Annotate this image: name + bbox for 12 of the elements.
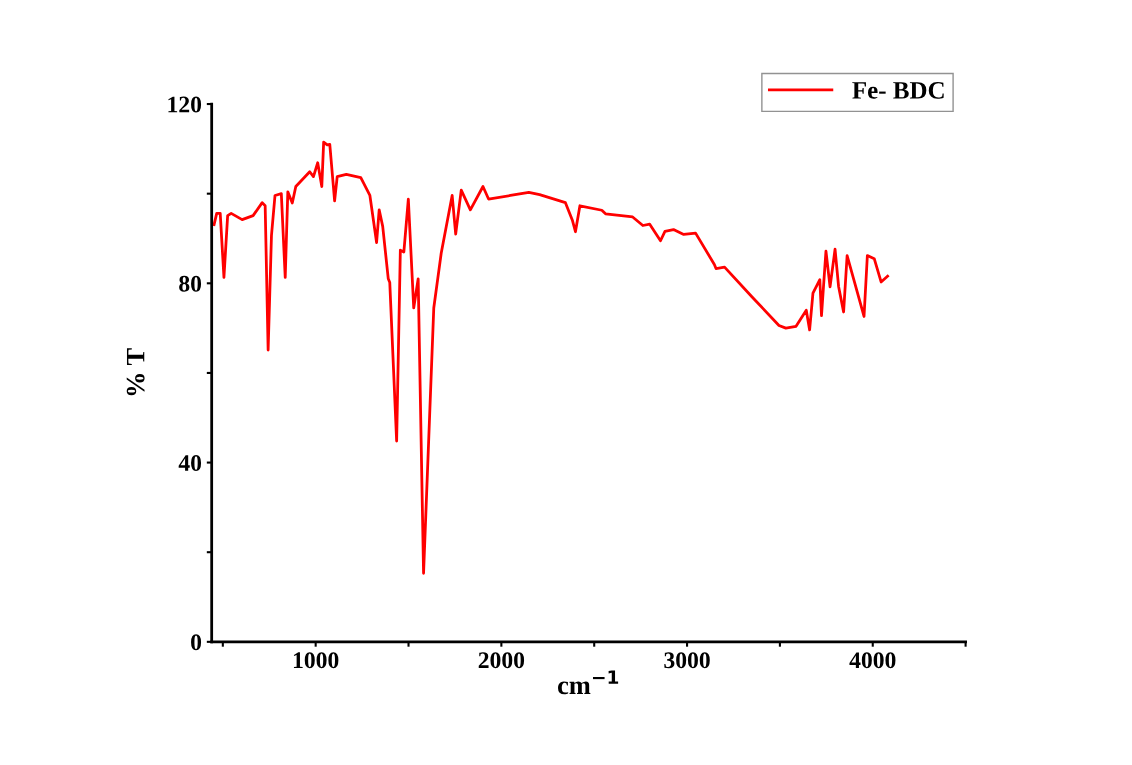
x-axis-title: cm$^{−1}$ bbox=[558, 670, 619, 695]
y-tick-label: 0 bbox=[191, 634, 202, 651]
x-tick-label: 4000 bbox=[849, 652, 896, 669]
x-tick-label: 2000 bbox=[478, 652, 525, 669]
y-axis-title: % T bbox=[126, 348, 145, 396]
line-series bbox=[212, 140, 889, 575]
y-tick-label: 40 bbox=[178, 455, 202, 471]
x-tick-label: 3000 bbox=[664, 652, 710, 669]
legend-label: Fe- BDC bbox=[852, 81, 944, 99]
y-tick-label: 80 bbox=[179, 275, 202, 292]
y-tick-label: 120 bbox=[168, 96, 202, 113]
x-tick-label: 1000 bbox=[293, 652, 339, 669]
